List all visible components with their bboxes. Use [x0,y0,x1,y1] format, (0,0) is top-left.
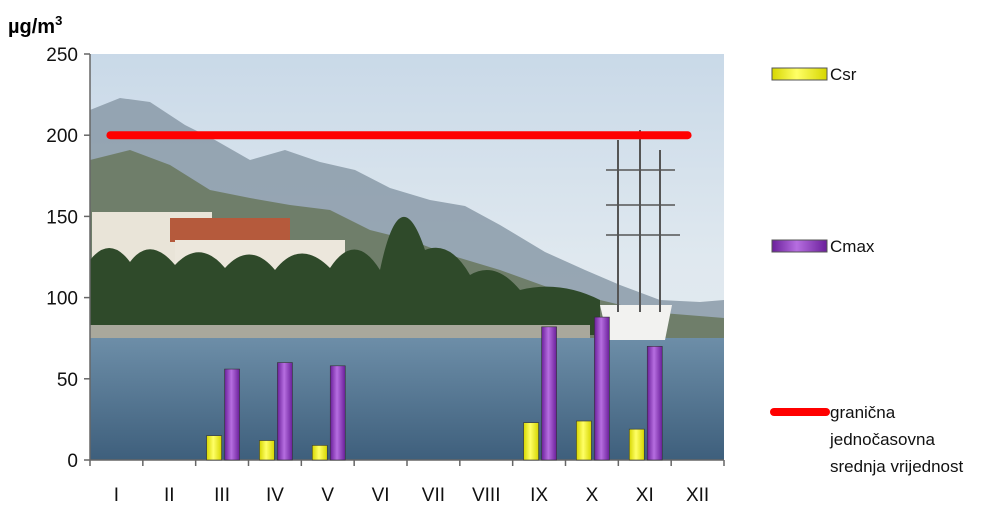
legend-label-reference-line-1: granična [830,403,896,422]
y-tick-label: 50 [57,370,78,391]
trees [90,216,600,335]
x-tick-label: IX [530,485,548,506]
y-tick-label: 100 [46,289,78,310]
bar-cmax [646,346,663,461]
x-tick-label: VII [422,485,445,506]
building-roof [170,218,290,242]
x-tick-label: XII [686,485,709,506]
legend-label-cmax: Cmax [830,237,875,256]
bar-cmax [541,326,557,461]
x-tick-label: IV [266,485,284,506]
bar-csr [576,420,592,461]
y-tick-label: 0 [67,451,78,472]
bars [206,316,663,461]
bar-cmax [224,368,240,461]
legend-label-reference-line-2: jednočasovna [829,430,935,449]
legend-swatch-csr [771,67,828,81]
sea [90,338,724,460]
y-ticks: 0 50 100 150 200 250 [46,45,90,472]
y-tick-label: 150 [46,207,78,228]
unit-label-superscript: 3 [55,13,62,28]
promenade [90,325,590,339]
unit-label: µg/m3 [8,13,62,38]
ship [600,130,680,340]
legend-label-csr: Csr [830,65,857,84]
bar-csr [311,445,328,461]
y-tick-label: 250 [46,45,78,66]
x-tick-label: I [114,485,119,506]
bar-csr [628,428,645,461]
bar-csr [259,440,275,461]
x-ticks: I II III IV V VI VII VIII IX X XI XII [89,460,725,506]
x-tick-label: VI [372,485,390,506]
legend-label-reference-line-3: srednja vrijednost [830,457,964,476]
legend: Csr Cmax granična jednočasovna srednja v… [770,65,964,476]
bar-csr [523,422,539,461]
x-tick-label: VIII [472,485,501,506]
x-tick-label: III [214,485,230,506]
x-tick-label: X [586,485,599,506]
background-photo [90,54,724,460]
y-tick-label: 200 [46,126,78,147]
unit-label-base: µg/m [8,16,55,38]
bar-csr [206,435,222,461]
x-tick-label: XI [636,485,654,506]
bar-cmax [277,362,293,461]
legend-swatch-cmax [771,239,828,253]
x-tick-label: II [164,485,175,506]
x-tick-label: V [321,485,334,506]
bar-cmax [594,316,610,461]
bar-cmax [329,365,346,461]
